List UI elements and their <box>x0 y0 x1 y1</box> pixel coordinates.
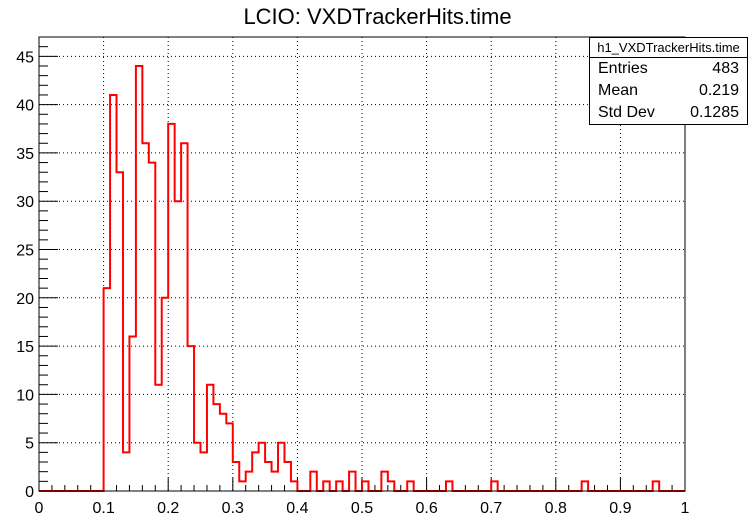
x-tick-label: 0.9 <box>609 500 631 517</box>
y-tick-label: 0 <box>25 484 34 501</box>
x-tick-label: 0.2 <box>157 500 179 517</box>
x-tick-label: 0.6 <box>415 500 437 517</box>
y-axis-ticks: 0 5 10 15 20 25 30 35 40 45 <box>16 46 58 501</box>
stats-label: Std Dev <box>598 104 655 121</box>
y-tick-label: 45 <box>16 49 34 66</box>
stats-label: Entries <box>598 60 648 77</box>
stats-box-title: h1_VXDTrackerHits.time <box>590 38 747 58</box>
plot-frame <box>38 36 686 492</box>
x-tick-label: 0 <box>35 500 44 517</box>
stats-value: 483 <box>712 60 739 77</box>
stats-value: 0.219 <box>698 82 739 99</box>
x-tick-label: 0.1 <box>92 500 114 517</box>
y-tick-label: 5 <box>25 436 34 453</box>
x-tick-label: 0.8 <box>545 500 567 517</box>
y-tick-label: 10 <box>16 387 34 404</box>
x-tick-label: 1 <box>681 500 690 517</box>
y-tick-label: 25 <box>16 243 34 260</box>
stats-label: Mean <box>598 82 639 99</box>
x-tick-label: 0.7 <box>480 500 502 517</box>
stats-value: 0.1285 <box>690 104 739 121</box>
y-tick-label: 35 <box>16 146 34 163</box>
stats-row-entries: Entries 483 <box>590 58 747 80</box>
x-tick-label: 0.5 <box>351 500 373 517</box>
x-tick-label: 0.4 <box>286 500 308 517</box>
stats-box: h1_VXDTrackerHits.time Entries 483 Mean … <box>589 37 748 125</box>
x-tick-label: 0.3 <box>222 500 244 517</box>
y-tick-label: 40 <box>16 98 34 115</box>
stats-row-mean: Mean 0.219 <box>590 80 747 102</box>
y-tick-label: 20 <box>16 291 34 308</box>
stats-row-stddev: Std Dev 0.1285 <box>590 102 747 124</box>
y-tick-label: 15 <box>16 339 34 356</box>
chart-title: LCIO: VXDTrackerHits.time <box>243 4 512 29</box>
y-tick-label: 30 <box>16 194 34 211</box>
